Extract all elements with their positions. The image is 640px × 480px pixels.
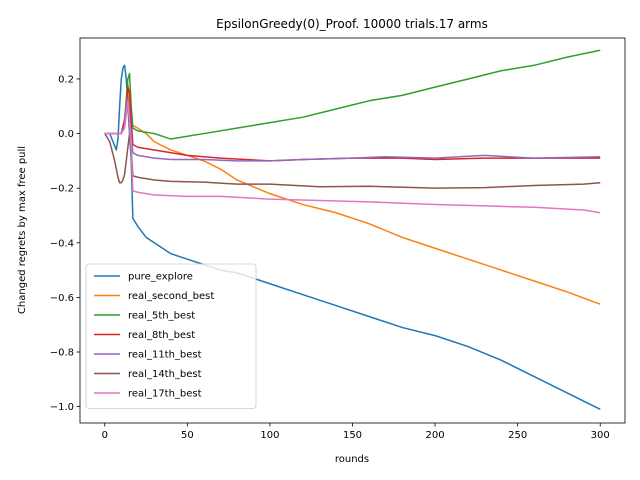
x-tick-label: 250 bbox=[508, 430, 527, 441]
x-axis-label: rounds bbox=[335, 454, 369, 465]
series-line-real_14th_best bbox=[104, 132, 601, 189]
legend-label: real_17th_best bbox=[128, 389, 202, 400]
x-tick-label: 200 bbox=[426, 430, 445, 441]
y-tick-label: 0.2 bbox=[58, 74, 74, 85]
y-tick-label: −0.2 bbox=[50, 184, 74, 195]
legend-label: real_14th_best bbox=[128, 369, 202, 380]
x-tick-label: 50 bbox=[181, 430, 194, 441]
legend-label: real_8th_best bbox=[128, 330, 195, 341]
legend-label: real_11th_best bbox=[128, 350, 202, 361]
series-line-real_17th_best bbox=[104, 100, 601, 214]
legend-label: real_5th_best bbox=[128, 311, 195, 322]
series-line-pure_explore bbox=[104, 64, 601, 411]
legend-box bbox=[85, 263, 257, 409]
y-tick-label: 0.0 bbox=[58, 129, 74, 140]
legend-label: pure_explore bbox=[128, 272, 193, 283]
y-axis-ticks: −1.0 −0.8 −0.6 −0.4 −0.2 0.0 0.2 bbox=[50, 74, 80, 413]
y-tick-label: −0.4 bbox=[50, 238, 74, 249]
x-axis-ticks: 0 50 100 150 200 250 300 bbox=[102, 423, 610, 441]
x-tick-label: 100 bbox=[260, 430, 279, 441]
x-tick-label: 300 bbox=[591, 430, 610, 441]
y-tick-label: −1.0 bbox=[50, 402, 74, 413]
chart-title: EpsilonGreedy(0)_Proof. 10000 trials.17 … bbox=[216, 17, 488, 31]
legend-label: real_second_best bbox=[128, 291, 214, 302]
series-layer bbox=[104, 49, 601, 411]
y-tick-label: −0.6 bbox=[50, 293, 74, 304]
y-axis-label: Changed regrets by max free pull bbox=[17, 146, 28, 314]
x-tick-label: 0 bbox=[102, 430, 108, 441]
y-tick-label: −0.8 bbox=[50, 348, 74, 359]
x-tick-label: 150 bbox=[343, 430, 362, 441]
legend: pure_explore real_second_best real_5th_bes… bbox=[85, 263, 257, 409]
